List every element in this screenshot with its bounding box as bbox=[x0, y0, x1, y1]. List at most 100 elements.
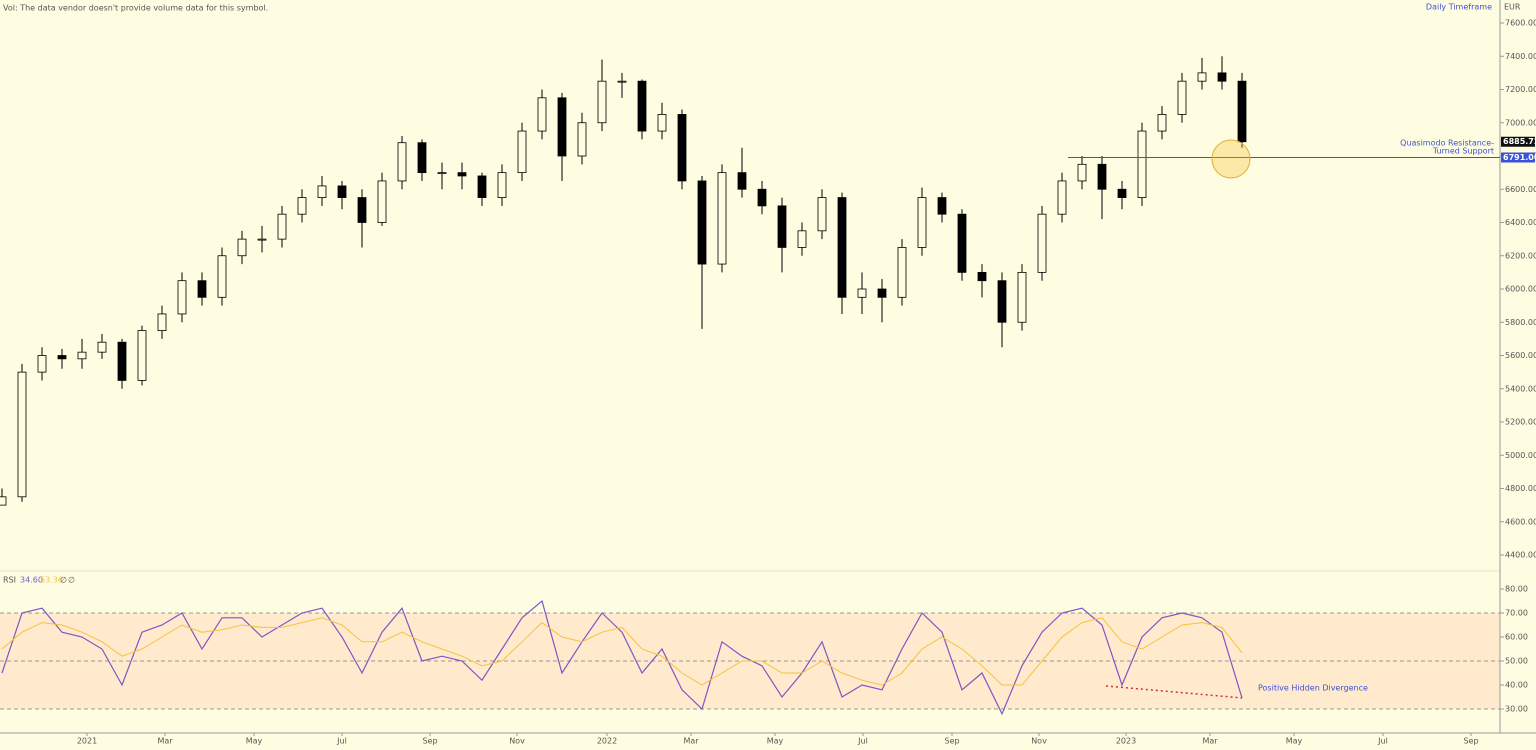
candle-body bbox=[917, 197, 927, 248]
candle-body bbox=[57, 355, 67, 360]
y-tick-label: 5400.00 bbox=[1505, 384, 1536, 393]
candle-body bbox=[877, 288, 887, 298]
candle-body bbox=[1077, 163, 1087, 182]
candle-body bbox=[1157, 114, 1167, 132]
candle-body bbox=[717, 172, 727, 265]
support-price-tag: 6791.00 bbox=[1503, 153, 1536, 162]
y-tick-label: 6600.00 bbox=[1505, 185, 1536, 194]
last-price-tag: 6885.72 bbox=[1503, 137, 1536, 146]
candle-body bbox=[0, 496, 7, 506]
candle-body bbox=[617, 80, 627, 83]
x-tick-label: May bbox=[767, 737, 784, 746]
y-tick-label: 5000.00 bbox=[1505, 451, 1536, 460]
candle-body bbox=[837, 197, 847, 298]
candle-body bbox=[397, 142, 407, 182]
candle-body bbox=[957, 213, 967, 273]
candle-body bbox=[937, 197, 947, 215]
candle-body bbox=[377, 180, 387, 223]
candle-body bbox=[337, 185, 347, 198]
rsi-title: RSI bbox=[3, 576, 16, 585]
y-tick-label: 7200.00 bbox=[1505, 85, 1536, 94]
candle-body bbox=[1117, 188, 1127, 198]
candle-body bbox=[17, 371, 27, 498]
x-tick-label: Nov bbox=[1031, 737, 1047, 746]
x-tick-label: May bbox=[1286, 737, 1303, 746]
candle-body bbox=[457, 172, 467, 177]
x-tick-label: 2021 bbox=[77, 737, 97, 746]
candle-body bbox=[517, 130, 527, 174]
y-tick-label: 50.00 bbox=[1505, 657, 1528, 666]
candle-body bbox=[437, 172, 447, 175]
x-tick-label: Sep bbox=[422, 737, 437, 746]
y-tick-label: 7000.00 bbox=[1505, 118, 1536, 127]
candle-body bbox=[637, 80, 647, 132]
y-tick-label: 7600.00 bbox=[1505, 19, 1536, 28]
candle-body bbox=[657, 114, 667, 132]
y-tick-label: 4800.00 bbox=[1505, 484, 1536, 493]
legend-extra: ∅ bbox=[60, 576, 67, 585]
candle-body bbox=[417, 142, 427, 174]
candle-body bbox=[117, 341, 127, 381]
candle-body bbox=[1217, 72, 1227, 82]
candle-body bbox=[757, 188, 767, 207]
legend-extra: ∅ bbox=[68, 576, 75, 585]
divergence-label: Positive Hidden Divergence bbox=[1258, 684, 1368, 693]
candle-body bbox=[197, 280, 207, 298]
candle-body bbox=[897, 247, 907, 298]
y-tick-label: 5800.00 bbox=[1505, 318, 1536, 327]
x-tick-label: Mar bbox=[157, 737, 173, 746]
candle-body bbox=[497, 172, 507, 198]
candle-body bbox=[997, 280, 1007, 323]
timeframe: Daily Timeframe bbox=[1426, 3, 1492, 12]
y-tick-label: 4400.00 bbox=[1505, 551, 1536, 560]
candle-body bbox=[777, 205, 787, 248]
candle-body bbox=[1197, 72, 1207, 82]
x-tick-label: 2022 bbox=[597, 737, 617, 746]
candle-body bbox=[477, 175, 487, 198]
candle-body bbox=[1057, 180, 1067, 215]
x-tick-label: Mar bbox=[683, 737, 699, 746]
candle-body bbox=[37, 355, 47, 373]
candle-body bbox=[1177, 80, 1187, 115]
candle-body bbox=[677, 114, 687, 182]
support-label: Turned Support bbox=[1432, 147, 1494, 156]
candle-body bbox=[77, 351, 87, 360]
candle-body bbox=[1017, 271, 1027, 323]
candle-body bbox=[257, 238, 267, 241]
currency: EUR bbox=[1504, 3, 1521, 12]
candle-body bbox=[537, 97, 547, 132]
x-tick-label: Sep bbox=[1463, 737, 1478, 746]
candle-body bbox=[137, 330, 147, 381]
y-tick-label: 70.00 bbox=[1505, 609, 1528, 618]
candle-body bbox=[597, 80, 607, 124]
candle-body bbox=[557, 97, 567, 157]
y-tick-label: 30.00 bbox=[1505, 705, 1528, 714]
x-tick-label: Nov bbox=[509, 737, 525, 746]
y-tick-label: 6400.00 bbox=[1505, 218, 1536, 227]
candle-body bbox=[817, 197, 827, 232]
candle-body bbox=[97, 341, 107, 353]
candle-body bbox=[177, 280, 187, 315]
volume-note: Vol: The data vendor doesn't provide vol… bbox=[3, 4, 268, 13]
x-tick-label: Jul bbox=[336, 737, 347, 746]
candle-body bbox=[737, 172, 747, 190]
rsi-line bbox=[1, 599, 1243, 716]
candle-body bbox=[577, 122, 587, 157]
x-tick-label: 2023 bbox=[1116, 737, 1136, 746]
price-tag-bg bbox=[1501, 136, 1535, 147]
candle-body bbox=[297, 197, 307, 215]
candle-body bbox=[1237, 80, 1247, 143]
candle-body bbox=[697, 180, 707, 265]
candle-body bbox=[1037, 213, 1047, 273]
candle-body bbox=[1097, 163, 1107, 190]
candle-body bbox=[157, 313, 167, 331]
candle-body bbox=[277, 213, 287, 240]
x-tick-label: Mar bbox=[1202, 737, 1218, 746]
candle-body bbox=[797, 230, 807, 248]
price-tag-bg bbox=[1501, 152, 1535, 163]
support-label: Quasimodo Resistance- bbox=[1400, 139, 1494, 148]
candle-body bbox=[1137, 130, 1147, 198]
legend-value: 34.60 bbox=[20, 576, 43, 585]
